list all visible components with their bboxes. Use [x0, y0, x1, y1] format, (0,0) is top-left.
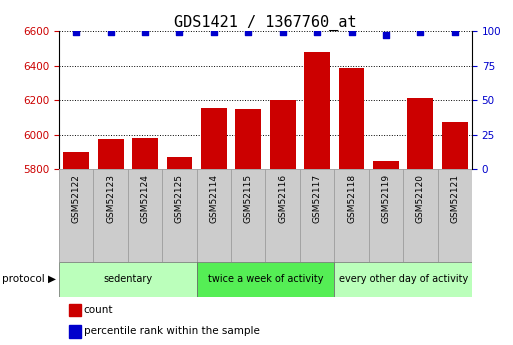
Text: GSM52122: GSM52122 [72, 174, 81, 223]
Text: sedentary: sedentary [103, 275, 152, 284]
Bar [196, 169, 231, 262]
Point [313, 30, 321, 35]
Bar [59, 169, 93, 262]
Text: GSM52119: GSM52119 [382, 174, 390, 223]
Point [141, 30, 149, 35]
Text: GSM52118: GSM52118 [347, 174, 356, 223]
Text: GSM52120: GSM52120 [416, 174, 425, 223]
Point [175, 30, 184, 35]
Bar [334, 169, 369, 262]
Text: GSM52125: GSM52125 [175, 174, 184, 223]
Bar [63, 152, 89, 345]
Text: GSM52121: GSM52121 [450, 174, 459, 223]
Text: GSM52114: GSM52114 [209, 174, 219, 223]
Bar [407, 98, 433, 345]
Text: GSM52116: GSM52116 [278, 174, 287, 223]
Point [382, 32, 390, 38]
Bar [442, 121, 468, 345]
Bar [128, 169, 162, 262]
Bar [339, 68, 364, 345]
Title: GDS1421 / 1367760_at: GDS1421 / 1367760_at [174, 15, 357, 31]
Bar [265, 169, 300, 262]
Point [347, 30, 356, 35]
Bar [438, 169, 472, 262]
Bar [373, 161, 399, 345]
Bar [231, 169, 266, 262]
Text: count: count [84, 305, 113, 315]
Bar [270, 100, 295, 345]
Point [450, 30, 459, 35]
Text: GSM52124: GSM52124 [141, 174, 149, 223]
Point [210, 30, 218, 35]
Bar [59, 262, 196, 297]
Bar [93, 169, 128, 262]
Text: GSM52123: GSM52123 [106, 174, 115, 223]
Bar [97, 139, 124, 345]
Bar [304, 52, 330, 345]
Text: protocol ▶: protocol ▶ [3, 275, 56, 284]
Bar [162, 169, 196, 262]
Point [416, 30, 424, 35]
Bar [334, 262, 472, 297]
Bar [196, 262, 334, 297]
Bar [403, 169, 438, 262]
Text: twice a week of activity: twice a week of activity [208, 275, 323, 284]
Bar [132, 138, 158, 345]
Bar [300, 169, 334, 262]
Point [244, 30, 252, 35]
Point [72, 30, 81, 35]
Bar [369, 169, 403, 262]
Bar [235, 109, 261, 345]
Text: every other day of activity: every other day of activity [339, 275, 468, 284]
Point [107, 30, 115, 35]
Bar [167, 157, 192, 345]
Text: GSM52117: GSM52117 [312, 174, 322, 223]
Text: GSM52115: GSM52115 [244, 174, 253, 223]
Text: percentile rank within the sample: percentile rank within the sample [84, 326, 260, 336]
Point [279, 30, 287, 35]
Bar [201, 108, 227, 345]
